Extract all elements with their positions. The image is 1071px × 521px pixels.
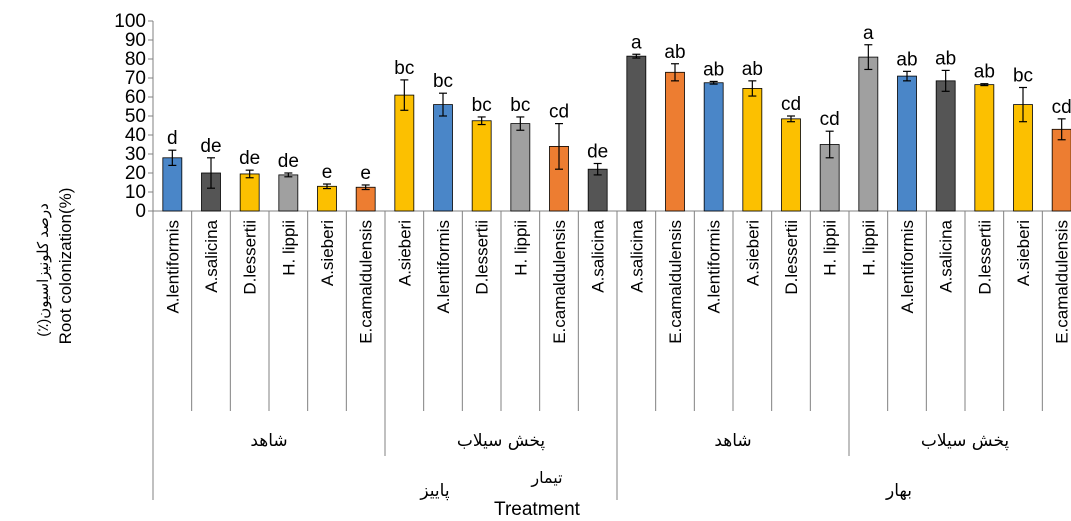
significance-letter: cd bbox=[820, 109, 840, 130]
y-tick-label: 90 bbox=[125, 30, 146, 51]
category-label: A.sieberi bbox=[1014, 220, 1033, 286]
treatment-group-label: شاهد bbox=[714, 431, 751, 451]
significance-letter: e bbox=[360, 163, 371, 184]
y-axis-label-en: Root colonization(%) bbox=[56, 187, 75, 345]
y-axis-label-fa: (٪)درصد کلونیزاسیون bbox=[35, 203, 52, 337]
category-label: H. lippii bbox=[279, 220, 298, 276]
significance-letter: bc bbox=[510, 95, 530, 116]
x-axis-label-en: Treatment bbox=[494, 499, 581, 520]
bar bbox=[742, 88, 763, 212]
category-label: A.lentiformis bbox=[163, 220, 182, 314]
y-tick-label: 10 bbox=[125, 182, 146, 203]
significance-letter: ab bbox=[935, 48, 956, 69]
y-tick-label: 50 bbox=[125, 106, 146, 127]
y-tick-label: 0 bbox=[135, 201, 146, 222]
bar bbox=[858, 56, 879, 212]
significance-letter: cd bbox=[781, 94, 801, 115]
y-tick-label: 60 bbox=[125, 87, 146, 108]
bar bbox=[394, 94, 415, 212]
category-label: E.camaldulensis bbox=[666, 220, 685, 344]
category-label: A.lentiformis bbox=[434, 220, 453, 314]
significance-letter: d bbox=[167, 128, 178, 149]
significance-letter: a bbox=[863, 23, 874, 44]
significance-letter: de bbox=[239, 148, 260, 169]
significance-letter: bc bbox=[1013, 66, 1033, 87]
significance-letter: ab bbox=[703, 59, 724, 80]
treatment-group-label: پخش سیلاب bbox=[921, 431, 1010, 451]
treatment-group-label: پخش سیلاب bbox=[457, 431, 546, 451]
significance-letter: bc bbox=[394, 58, 414, 79]
significance-letter: de bbox=[278, 151, 299, 172]
significance-letter: cd bbox=[1052, 97, 1071, 118]
bar bbox=[471, 120, 492, 212]
category-label: H. lippii bbox=[821, 220, 840, 276]
x-axis-label-fa: تیمار bbox=[530, 468, 562, 488]
y-tick-label: 20 bbox=[125, 163, 146, 184]
bar bbox=[897, 75, 917, 212]
category-label: D.lessertii bbox=[782, 220, 801, 295]
significance-letter: ab bbox=[664, 42, 685, 63]
category-label: A.sieberi bbox=[318, 220, 337, 286]
season-label: پاییز bbox=[419, 481, 449, 501]
category-label: A.lentiformis bbox=[705, 220, 724, 314]
significance-letter: ab bbox=[742, 59, 763, 80]
bar bbox=[278, 174, 299, 212]
bar bbox=[433, 104, 453, 212]
category-label: A.salicina bbox=[937, 219, 956, 292]
y-tick-label: 40 bbox=[125, 125, 146, 146]
category-label: A.sieberi bbox=[743, 220, 762, 286]
category-label: H. lippii bbox=[511, 220, 530, 276]
category-label: D.lessertii bbox=[975, 220, 994, 295]
significance-letter: de bbox=[587, 142, 608, 163]
category-label: A.salicina bbox=[589, 219, 608, 292]
category-label: E.camaldulensis bbox=[357, 220, 376, 344]
significance-letter: a bbox=[631, 32, 642, 53]
significance-letter: bc bbox=[433, 71, 453, 92]
significance-letter: e bbox=[322, 162, 333, 183]
significance-letter: ab bbox=[896, 49, 917, 70]
bar bbox=[510, 123, 531, 212]
bar bbox=[239, 173, 260, 212]
season-label: بهار bbox=[885, 481, 912, 501]
category-label: A.lentiformis bbox=[898, 220, 917, 314]
y-tick-label: 100 bbox=[114, 11, 146, 32]
bar bbox=[781, 118, 801, 212]
y-tick-label: 30 bbox=[125, 144, 146, 165]
bar bbox=[1051, 128, 1071, 212]
bar bbox=[626, 55, 647, 212]
bar bbox=[935, 80, 956, 212]
bar bbox=[974, 84, 995, 212]
y-tick-label: 70 bbox=[125, 68, 146, 89]
bar bbox=[317, 185, 337, 212]
category-label: D.lessertii bbox=[241, 220, 260, 295]
bar bbox=[355, 186, 376, 212]
category-label: D.lessertii bbox=[473, 220, 492, 295]
category-label: H. lippii bbox=[859, 220, 878, 276]
bar bbox=[665, 71, 685, 212]
significance-letter: ab bbox=[974, 62, 995, 83]
category-label: A.salicina bbox=[202, 219, 221, 292]
category-label: E.camaldulensis bbox=[1053, 220, 1071, 344]
category-label: A.salicina bbox=[627, 219, 646, 292]
significance-letter: de bbox=[200, 136, 221, 157]
category-label: A.sieberi bbox=[395, 220, 414, 286]
significance-letter: cd bbox=[549, 102, 569, 123]
bar bbox=[703, 82, 724, 212]
significance-letter: bc bbox=[472, 95, 492, 116]
y-tick-label: 80 bbox=[125, 49, 146, 70]
treatment-group-label: شاهد bbox=[250, 431, 287, 451]
category-label: E.camaldulensis bbox=[550, 220, 569, 344]
